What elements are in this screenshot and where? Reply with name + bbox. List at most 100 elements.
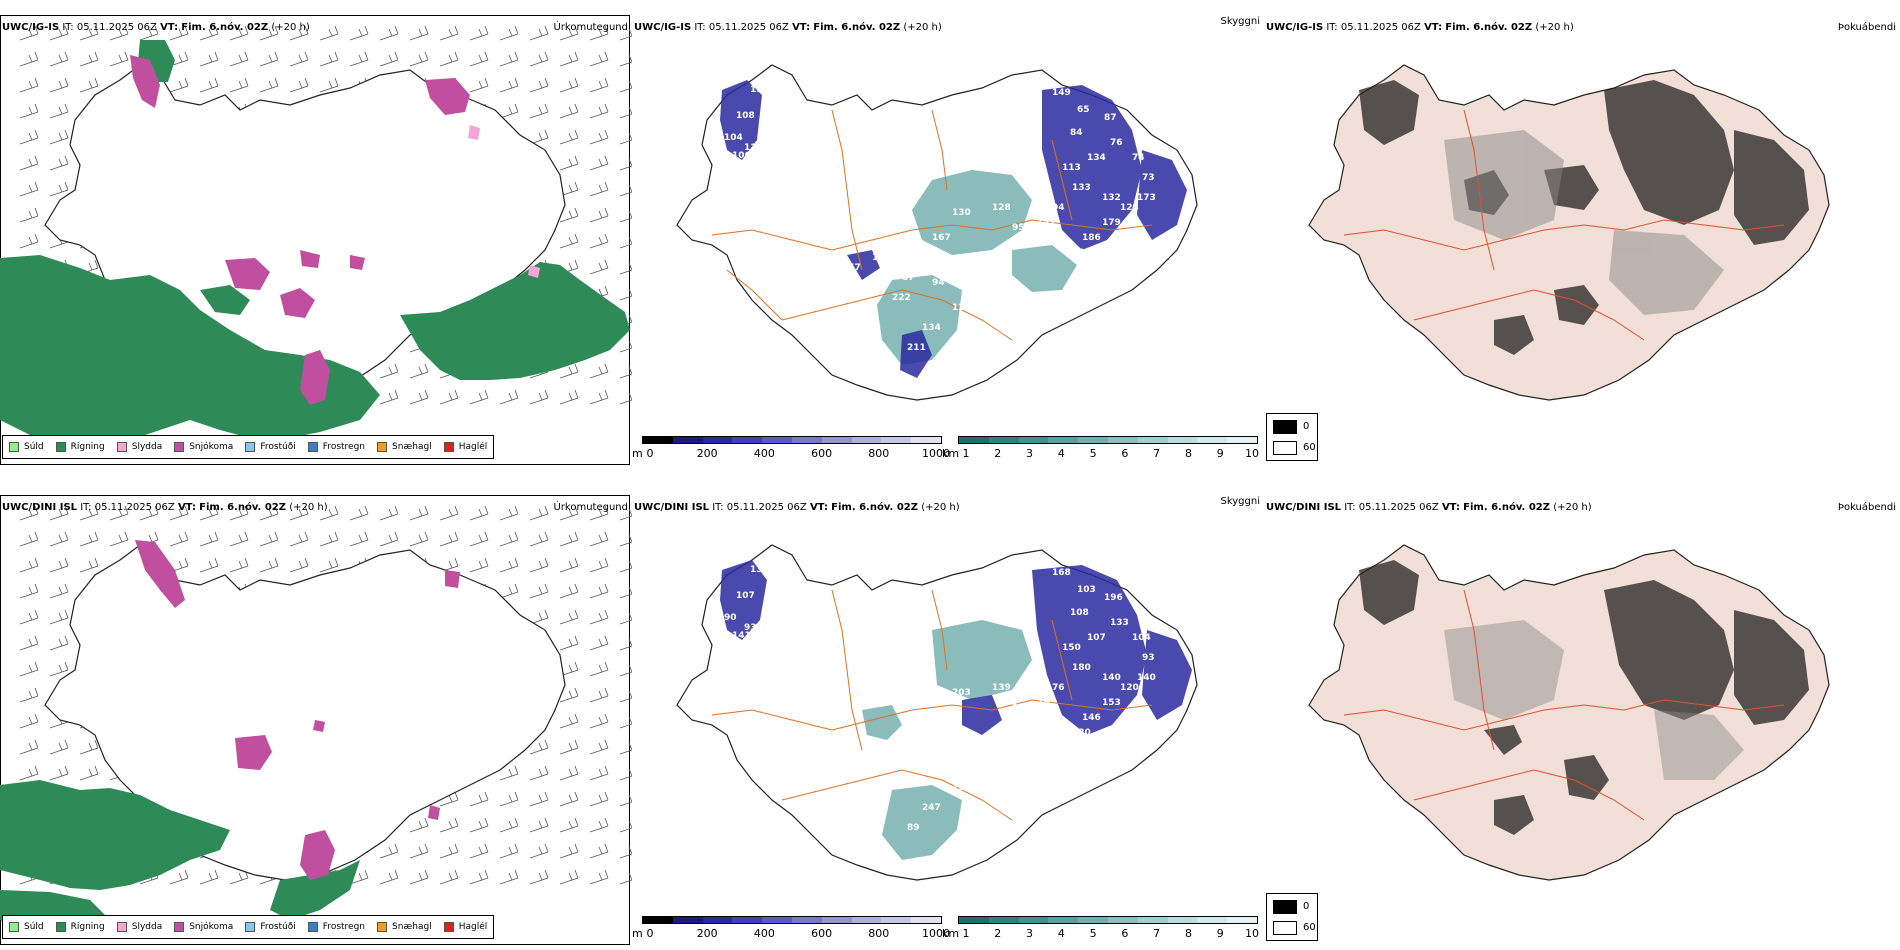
cloud-base-label: 76 — [1052, 683, 1065, 693]
panel-title: Úrkomutegund — [553, 502, 628, 513]
cloud-base-label: 136 — [760, 161, 779, 171]
colorbar-tick-label: 8 — [1184, 447, 1192, 460]
cloud-base-label: 193 — [1012, 703, 1031, 713]
cloud-base-label: 107 — [736, 591, 755, 601]
fog-shading — [1359, 80, 1809, 355]
cloud-base-label: 193 — [932, 713, 951, 723]
colorbar-unit: m — [632, 447, 643, 460]
colorbar-strip — [958, 436, 1258, 444]
road-network — [1343, 109, 1785, 341]
legend-item: Rigning — [55, 442, 105, 452]
legend-item: Frostregn — [307, 922, 365, 932]
cloud-base-label: 114 — [732, 63, 751, 73]
cloud-base-label: 94 — [1052, 203, 1065, 213]
cloud-base-label: 150 — [1062, 643, 1081, 653]
snow-areas — [130, 55, 470, 405]
header-run-info: UWC/DINI ISL IT: 05.11.2025 06Z VT: Fim.… — [634, 502, 960, 513]
cloud-base-label: 76 — [1037, 698, 1050, 708]
fog-shading — [1359, 560, 1809, 835]
cloud-base-label: 110 — [744, 143, 763, 153]
colorbar-unit: km — [942, 927, 960, 940]
cloud-base-label: 153 — [1102, 698, 1121, 708]
colorbar-strip — [958, 916, 1258, 924]
precip-legend: Súld Rigning Slydda Snjókoma Frostúði Fr… — [2, 915, 495, 939]
cloud-base-label: 113 — [1062, 163, 1081, 173]
cloud-base-label: 140 — [1137, 673, 1156, 683]
header-run-info: UWC/DINI ISL IT: 05.11.2025 06Z VT: Fim.… — [2, 502, 328, 513]
header-run-info: UWC/IG-IS IT: 05.11.2025 06Z VT: Fim. 6.… — [1266, 22, 1574, 33]
header-run-info: UWC/IG-IS IT: 05.11.2025 06Z VT: Fim. 6.… — [2, 22, 310, 33]
road-network — [711, 589, 1153, 821]
cloud-base-label: 203 — [952, 688, 971, 698]
colorbar-tick-label: 2 — [994, 447, 1002, 460]
legend-swatch — [116, 922, 127, 932]
fog-index-panel: UWC/IG-IS IT: 05.11.2025 06Z VT: Fim. 6.… — [1264, 0, 1900, 470]
map-row-ig-is: UWC/IG-IS IT: 05.11.2025 06Z VT: Fim. 6.… — [0, 0, 1900, 470]
fog-swatch-light — [1273, 441, 1297, 455]
colorbar-tick-label: 9 — [1216, 447, 1224, 460]
precip-legend: Súld Rigning Slydda Snjókoma Frostúði Fr… — [2, 435, 495, 459]
cloud-base-colorbar: m 0 200 400 600 800 1000 — [632, 436, 950, 470]
cloud-base-label: 93 — [1142, 653, 1155, 663]
road-network — [711, 109, 1153, 341]
cloud-base-label: 179 — [1102, 218, 1121, 228]
fog-grey — [1444, 130, 1724, 315]
fog-legend-label: 0 — [1303, 901, 1310, 912]
legend-swatch — [377, 922, 388, 932]
cloud-base-label: 104 — [724, 133, 743, 143]
colorbar-tick-label: 400 — [753, 927, 775, 940]
cloud-base-label: 167 — [932, 233, 951, 243]
rain-areas — [0, 40, 630, 450]
legend-item: Frostúði — [245, 922, 296, 932]
cloud-base-label: 303 — [902, 753, 921, 763]
colorbar-tick-label: 4 — [1057, 927, 1065, 940]
colorbar-tick-label: 400 — [753, 447, 775, 460]
legend-swatch — [116, 442, 127, 452]
colorbar-tick-label: 0 — [646, 447, 654, 460]
cloud-base-label: 93 — [744, 623, 757, 633]
cloud-map: 1161351079093141100168103108196133104931… — [676, 543, 1198, 881]
visibility-colorbar: km 1 2 3 4 5 6 7 8 9 10 — [942, 916, 1259, 950]
colorbar-tick-label: 600 — [811, 927, 833, 940]
colorbar-tick-label: 1 — [962, 447, 970, 460]
legend-swatch — [55, 922, 66, 932]
cloud-labels: 1141131081041101061361496584877674731341… — [724, 63, 1156, 373]
cloud-base-label: 140 — [1102, 673, 1121, 683]
legend-swatch — [245, 922, 256, 932]
cloud-base-label: 192 — [872, 253, 891, 263]
cloud-labels: 1161351079093141100168103108196133104931… — [724, 543, 1156, 833]
cloud-base-label: 131 — [952, 783, 971, 793]
fog-swatch-dark — [1273, 420, 1297, 434]
legend-item: Snæhagl — [377, 442, 432, 452]
cloud-base-label: 108 — [736, 111, 755, 121]
cloud-base-label: 73 — [1027, 713, 1040, 723]
cloud-base-label: 76 — [1110, 138, 1123, 148]
cloud-base-label: 130 — [952, 208, 971, 218]
legend-swatch — [443, 922, 454, 932]
fog-legend-label: 60 — [1303, 922, 1316, 933]
colorbar-unit: km — [942, 447, 960, 460]
cloud-base-label: 132 — [1102, 193, 1121, 203]
drizzle-areas — [468, 125, 540, 278]
colorbar-tick-label: 9 — [1216, 927, 1224, 940]
cloud-base-label: 94 — [932, 278, 945, 288]
precip-map — [0, 25, 632, 450]
cloud-base-label: 226 — [932, 758, 951, 768]
legend-swatch — [443, 442, 454, 452]
precip-map — [0, 505, 632, 930]
fog-grey — [1444, 620, 1744, 780]
cloud-visibility-panel: 116 135 107 90 93 141 100 168 103 108 196 133 104 93 1… — [632, 480, 1264, 950]
panel-title: Skyggni — [1220, 496, 1260, 507]
colorbar-tick-label: 4 — [1057, 447, 1065, 460]
panel-title: Þokuábendi — [1837, 22, 1896, 33]
legend-item: Rigning — [55, 922, 105, 932]
legend-item: Frostúði — [245, 442, 296, 452]
cloud-base-label: 189 — [1072, 248, 1091, 258]
fog-index-panel: UWC/DINI ISL IT: 05.11.2025 06Z VT: Fim.… — [1264, 480, 1900, 950]
panel-title: Þokuábendi — [1837, 502, 1896, 513]
cloud-base-areas — [720, 80, 1187, 378]
visibility-colorbar: km 1 2 3 4 5 6 7 8 9 10 — [942, 436, 1259, 470]
cloud-base-label: 123 — [952, 303, 971, 313]
fog-map — [1308, 64, 1830, 401]
colorbar-strip — [642, 436, 942, 444]
